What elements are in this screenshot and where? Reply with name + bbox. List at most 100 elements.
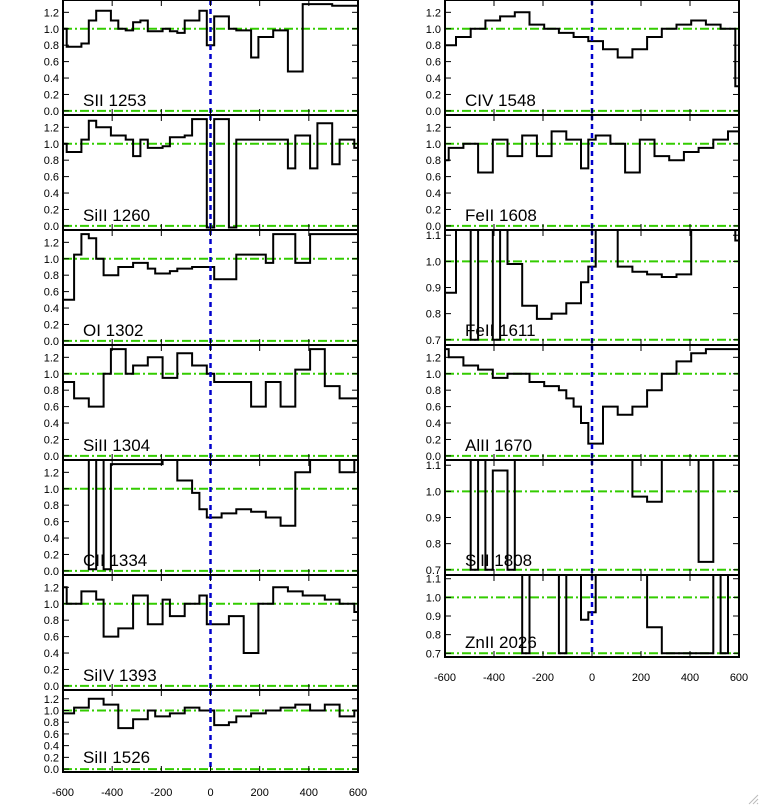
y-tick-label: 0.6 — [44, 632, 59, 644]
spectrum-siiv-1393 — [63, 586, 358, 654]
x-tick-label: -600 — [52, 787, 74, 799]
x-tick-label: -200 — [532, 672, 554, 684]
y-tick-label: 0.8 — [426, 385, 441, 397]
x-tick-label: 200 — [632, 672, 650, 684]
y-tick-label: 1.0 — [426, 486, 441, 498]
y-tick-label: 0.4 — [44, 741, 59, 753]
y-tick-label: 1.2 — [426, 7, 441, 19]
y-tick-label: 1.2 — [44, 582, 59, 594]
y-tick-label: 0.7 — [426, 648, 441, 660]
y-tick-label: 0.4 — [426, 188, 441, 200]
panel-feii-1608: 0.0 0.2 0.4 0.6 0.8 1.0 1.2 FeII 1608 — [426, 114, 740, 233]
spectrum-siii-1260 — [63, 118, 358, 229]
y-tick-label: 0.4 — [44, 418, 59, 430]
ion-label: SiII 1260 — [83, 206, 150, 225]
y-tick-label: 0.2 — [44, 89, 59, 101]
panel-sii-1253: 0.0 0.2 0.4 0.6 0.8 1.0 1.2 SII 1253 — [44, 0, 359, 118]
y-tick-label: 1.2 — [44, 352, 59, 364]
y-tick-label: 1.0 — [426, 24, 441, 36]
x-tick-label: 400 — [300, 787, 318, 799]
y-tick-label: 0.4 — [44, 73, 59, 85]
y-tick-label: 0.2 — [44, 434, 59, 446]
panel-cii-1334: 0.0 0.2 0.4 0.6 0.8 1.0 1.2 CII 1334 — [44, 459, 359, 578]
x-tick-label: 400 — [681, 672, 699, 684]
y-tick-label: 0.6 — [44, 287, 59, 299]
panel-siii-1808: 0.7 0.8 0.9 1.0 1.1 SiII 1808 — [426, 459, 740, 577]
y-tick-label: 1.2 — [44, 237, 59, 249]
y-tick-label: 0.2 — [44, 752, 59, 764]
y-tick-label: 1.2 — [44, 7, 59, 19]
y-tick-label: 0.0 — [44, 681, 59, 693]
y-tick-label: 1.0 — [426, 256, 441, 268]
y-tick-label: 0.8 — [44, 615, 59, 627]
ion-label: FeII 1611 — [465, 321, 536, 340]
panel-siii-1526: 0.00.20.40.60.81.01.2 SiII 1526 — [44, 689, 359, 776]
y-tick-label: 0.2 — [44, 204, 59, 216]
y-tick-label: 0.6 — [44, 57, 59, 69]
y-tick-label: 1.0 — [44, 24, 59, 36]
panel-feii-1611: 0.7 0.8 0.9 1.0 1.1 FeII 1611 — [426, 229, 740, 347]
panel-alii-1670: 0.0 0.2 0.4 0.6 0.8 1.0 1.2 AlII 1670 — [426, 344, 740, 463]
y-tick-label: 0.6 — [44, 172, 59, 184]
panel-siii-1260: 0.0 0.2 0.4 0.6 0.8 1.0 1.2 SiII 1260 — [44, 114, 359, 233]
y-tick-label: 0.8 — [44, 40, 59, 52]
spectrum-sii-1253 — [63, 3, 358, 73]
y-tick-label: 0.6 — [44, 517, 59, 529]
y-tick-label: 0.8 — [426, 539, 441, 551]
y-tick-label: 0.2 — [426, 204, 441, 216]
panel-znii-2026: 0.7 0.8 0.9 1.0 1.1 ZnII 2026 — [426, 574, 740, 660]
y-tick-label: 0.0 — [44, 106, 59, 118]
y-tick-label: 0.6 — [426, 172, 441, 184]
panel-siiv-1393: 0.0 0.2 0.4 0.6 0.8 1.0 1.2 SiIV 1393 — [44, 574, 359, 693]
ion-label: SiII 1526 — [83, 748, 150, 767]
y-tick-label: 0.4 — [44, 303, 59, 315]
x-tick-label: 200 — [250, 787, 268, 799]
y-tick-label: 0.6 — [44, 402, 59, 414]
y-tick-label: 0.8 — [44, 385, 59, 397]
x-tick-label: 600 — [349, 787, 367, 799]
x-tick-label: -600 — [434, 672, 456, 684]
ion-label: SiIV 1393 — [83, 666, 157, 685]
spectrum-feii-1611 — [445, 230, 739, 341]
y-tick-label: 0.0 — [426, 106, 441, 118]
spectrum-oi-1302 — [63, 233, 358, 301]
y-tick-label: 0.8 — [426, 40, 441, 52]
y-tick-label: 0.7 — [426, 335, 441, 347]
resize-grip-icon[interactable] — [747, 793, 759, 805]
y-tick-label: 0.0 — [44, 221, 59, 233]
y-tick-label: 0.2 — [426, 434, 441, 446]
spectrum-siii-1304 — [63, 348, 358, 408]
y-tick-label: 0.9 — [426, 283, 441, 295]
y-tick-label: 1.2 — [44, 122, 59, 134]
y-tick-label: 0.9 — [426, 513, 441, 525]
y-tick-label: 1.2 — [44, 694, 59, 706]
spectrum-feii-1608 — [445, 130, 739, 174]
ion-label: OI 1302 — [83, 321, 144, 340]
y-tick-label: 0.8 — [426, 630, 441, 642]
y-tick-label: 0.2 — [44, 549, 59, 561]
ion-label: SiII 1304 — [83, 436, 150, 455]
x-tick-label: -200 — [150, 787, 172, 799]
x-tick-label: -400 — [101, 787, 123, 799]
ion-label: CIV 1548 — [465, 91, 536, 110]
y-tick-label: 0.2 — [426, 89, 441, 101]
x-tick-label: 600 — [730, 672, 748, 684]
spectrum-alii-1670 — [445, 348, 739, 445]
y-tick-label: 1.0 — [44, 369, 59, 381]
y-tick-label: 0.4 — [44, 188, 59, 200]
y-tick-label: 0.9 — [426, 611, 441, 623]
x-tick-label: -400 — [483, 672, 505, 684]
y-tick-label: 1.0 — [44, 599, 59, 611]
y-tick-label: 0.0 — [426, 221, 441, 233]
ion-label: SII 1253 — [83, 91, 146, 110]
y-tick-label: 1.2 — [426, 352, 441, 364]
y-tick-label: 0.8 — [44, 270, 59, 282]
y-tick-label: 1.0 — [44, 139, 59, 151]
y-tick-label: 0.6 — [44, 729, 59, 741]
y-tick-label: 0.8 — [44, 500, 59, 512]
y-tick-label: 0.4 — [44, 533, 59, 545]
y-tick-label: 1.0 — [426, 369, 441, 381]
y-tick-label: 1.0 — [44, 254, 59, 266]
x-tick-label: 0 — [589, 672, 595, 684]
